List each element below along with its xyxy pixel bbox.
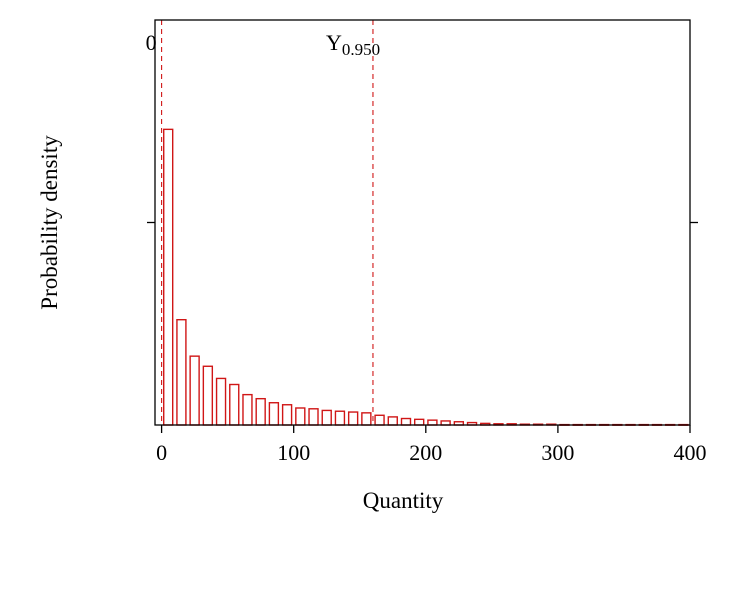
histogram-bar: [387, 416, 398, 426]
histogram-bar: [414, 418, 425, 426]
histogram-bar: [215, 377, 227, 426]
histogram-bar: [176, 319, 187, 426]
x-tick-label: 300: [541, 440, 574, 465]
marker-label-zero: 0: [146, 30, 157, 55]
histogram-bar: [281, 404, 293, 426]
histogram-bar: [308, 408, 319, 426]
x-tick-label: 100: [277, 440, 310, 465]
histogram-bar: [374, 414, 385, 426]
histogram-bar: [242, 393, 253, 426]
y-axis-label: Probability density: [37, 135, 62, 310]
histogram-bar: [334, 410, 346, 426]
histogram-bar: [229, 383, 240, 426]
histogram-bar: [202, 365, 214, 426]
histogram-bar: [361, 412, 372, 426]
x-tick-label: 200: [409, 440, 442, 465]
x-axis-label: Quantity: [363, 488, 444, 513]
x-tick-label: 0: [156, 440, 167, 465]
histogram-bar: [268, 402, 280, 426]
histogram-bar: [189, 355, 200, 426]
histogram-bar: [163, 128, 174, 426]
x-tick-label: 400: [674, 440, 707, 465]
plot-frame: [154, 19, 691, 426]
histogram-bar: [347, 411, 359, 426]
marker-label-quantile-0950: Y0.950: [326, 30, 380, 59]
histogram-bar: [255, 397, 266, 426]
histogram-bar: [295, 407, 306, 426]
histogram-bar: [321, 409, 332, 426]
histogram-bar: [427, 419, 438, 426]
histogram-bar: [400, 417, 412, 426]
